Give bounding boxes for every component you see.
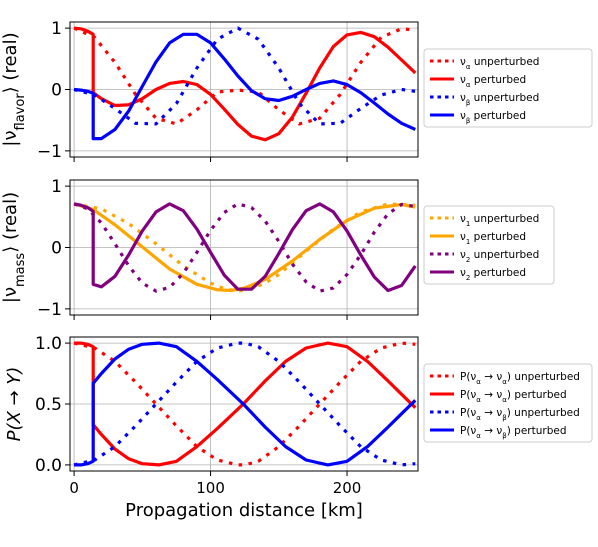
subplot-3: 0 100 200 1.0 0.5 0.0 P(X → Y) Propagation dist…: [4, 334, 593, 521]
legend-label-4: P(να → νβ) perturbed: [460, 425, 567, 440]
legend-frame: [423, 205, 555, 285]
y-tick-label: 1: [51, 19, 62, 39]
x-tick-label: 200: [333, 479, 362, 497]
subplot-2: 1 0 −1 |νmass⟩ (real) ν1 unperturbed ν1 pertu…: [0, 177, 555, 320]
series-group: [73, 341, 417, 467]
legend-label-3: P(να → νβ) unperturbed: [460, 407, 580, 422]
legend-label-1: ν1 unperturbed: [460, 213, 539, 228]
series-group: [73, 202, 417, 293]
legend-frame: [423, 363, 593, 443]
legend: P(να → να) unperturbed P(να → να) perturb…: [423, 363, 593, 443]
series-line-4: [73, 32, 416, 141]
series-line-4: [74, 341, 417, 467]
series-line-1: [73, 26, 416, 126]
y-axis-label: |νflavor⟩ (real): [0, 32, 28, 146]
legend-label-2: να perturbed: [460, 74, 526, 89]
y-tick-label: 0.5: [35, 395, 62, 415]
legend-label-1: P(να → να) unperturbed: [460, 371, 580, 386]
legend-label-3: νβ unperturbed: [460, 92, 539, 107]
x-axis-label: Propagation distance [km]: [125, 500, 363, 521]
y-axis-label: P(X → Y): [4, 367, 25, 442]
x-tick-label: 100: [196, 479, 225, 497]
y-tick-label: 0.0: [35, 456, 62, 476]
series-group: [73, 26, 417, 142]
legend-label-4: νβ perturbed: [460, 110, 526, 125]
legend-label-2: ν1 perturbed: [460, 231, 526, 246]
legend-frame: [423, 48, 593, 128]
y-tick-label: 0: [51, 239, 62, 259]
series-line-3: [73, 202, 416, 293]
y-tick-label: −1: [37, 142, 62, 162]
series-line-4: [73, 202, 417, 293]
y-axis-label: |νmass⟩ (real): [0, 192, 28, 303]
legend-label-3: ν2 unperturbed: [460, 249, 539, 264]
y-tick-label: 1.0: [35, 334, 62, 354]
series-line-2: [73, 26, 417, 142]
legend: ν1 unperturbed ν1 perturbed ν2 unperturbed…: [423, 205, 555, 285]
legend-label-4: ν2 perturbed: [460, 267, 526, 282]
legend: να unperturbed να perturbed νβ unperturbed…: [423, 48, 593, 128]
legend-label-2: P(να → να) perturbed: [460, 389, 567, 404]
legend-label-1: να unperturbed: [460, 56, 539, 71]
x-tick-label: 0: [69, 479, 79, 497]
y-tick-label: −1: [37, 300, 62, 320]
y-tick-label: 1: [51, 177, 62, 197]
subplot-1: 1 0 −1 |νflavor⟩ (real) να unperturbed να per…: [0, 19, 593, 162]
y-tick-label: 0: [51, 81, 62, 101]
series-line-3: [73, 26, 416, 126]
